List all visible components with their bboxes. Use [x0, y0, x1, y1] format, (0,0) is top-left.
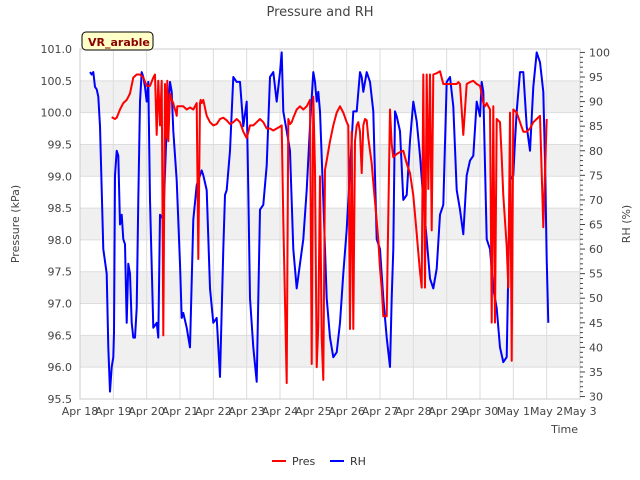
- site-label-box: [81, 31, 154, 51]
- y-left-tick-label: 96.5: [48, 329, 73, 342]
- x-tick-label: Apr 30: [462, 405, 499, 418]
- background-band: [80, 80, 580, 113]
- y-right-tick-label: 30: [589, 391, 603, 404]
- background-band: [80, 144, 580, 177]
- y-right-tick-label: 35: [589, 366, 603, 379]
- x-tick-label: Apr 19: [95, 405, 132, 418]
- y-left-tick-label: 100.0: [41, 107, 73, 120]
- x-tick-label: Apr 22: [195, 405, 232, 418]
- x-tick-label: May 2: [530, 405, 563, 418]
- y-right-tick-label: 40: [589, 341, 603, 354]
- y-right-tick-label: 55: [589, 268, 603, 281]
- y-right-tick-label: 60: [589, 243, 603, 256]
- background-band: [80, 271, 580, 304]
- y-right-tick-label: 90: [589, 96, 603, 109]
- y-left-tick-label: 99.0: [48, 170, 73, 183]
- x-tick-label: Apr 27: [362, 405, 399, 418]
- x-tick-label: Apr 20: [128, 405, 165, 418]
- x-tick-label: May 1: [497, 405, 530, 418]
- x-tick-label: Apr 29: [428, 405, 465, 418]
- y-right-tick-label: 75: [589, 169, 603, 182]
- y-left-tick-label: 98.0: [48, 234, 73, 247]
- x-tick-label: Apr 24: [262, 405, 299, 418]
- x-tick-label: Apr 25: [295, 405, 332, 418]
- site-label-badge: VR_arable: [81, 31, 154, 51]
- y-axis-left-title: Pressure (kPa): [9, 185, 22, 263]
- y-left-tick-label: 101.0: [41, 43, 73, 56]
- legend-label-pres: Pres: [292, 455, 315, 468]
- y-left-tick-label: 97.0: [48, 298, 73, 311]
- y-right-tick-label: 85: [589, 120, 603, 133]
- x-tick-label: Apr 23: [228, 405, 265, 418]
- y-left-tick-label: 100.5: [41, 75, 73, 88]
- y-left-tick-label: 95.5: [48, 393, 73, 406]
- y-right-tick-label: 45: [589, 317, 603, 330]
- y-right-tick-label: 50: [589, 292, 603, 305]
- legend-label-rh: RH: [350, 455, 366, 468]
- x-tick-label: Apr 18: [62, 405, 99, 418]
- y-left-tick-label: 99.5: [48, 138, 73, 151]
- y-right-tick-label: 65: [589, 218, 603, 231]
- series-line-pres: [111, 70, 548, 385]
- legend-item-rh: RH: [330, 455, 366, 468]
- y-left-tick-label: 97.5: [48, 266, 73, 279]
- y-left-tick-label: 98.5: [48, 202, 73, 215]
- y-right-tick-label: 70: [589, 194, 603, 207]
- y-axis-right: 30 35 40 45 50 55 60 65 70 75 80 85 90 95 100: [580, 46, 610, 404]
- x-tick-label: Apr 26: [328, 405, 365, 418]
- y-left-tick-label: 96.0: [48, 361, 73, 374]
- x-tick-label: Apr 28: [395, 405, 432, 418]
- legend-item-pres: Pres: [272, 455, 315, 468]
- y-right-tick-label: 80: [589, 145, 603, 158]
- series-line-rh: [89, 51, 550, 393]
- y-right-tick-label: 100: [589, 46, 610, 59]
- y-right-tick-label: 95: [589, 71, 603, 84]
- x-tick-label: Apr 21: [162, 405, 199, 418]
- y-axis-right-title: RH (%): [620, 205, 633, 243]
- chart-title: Pressure and RH: [266, 5, 373, 20]
- legend: Pres RH: [272, 455, 366, 468]
- y-axis-left: 95.5 96.0 96.5 97.0 97.5 98.0 98.5 99.0 99.5 100.…: [41, 43, 73, 406]
- x-tick-label: May 3: [563, 405, 596, 418]
- series-layer: [89, 51, 550, 393]
- x-axis-title: Time: [550, 423, 578, 436]
- site-label-text: VR_arable: [88, 36, 150, 49]
